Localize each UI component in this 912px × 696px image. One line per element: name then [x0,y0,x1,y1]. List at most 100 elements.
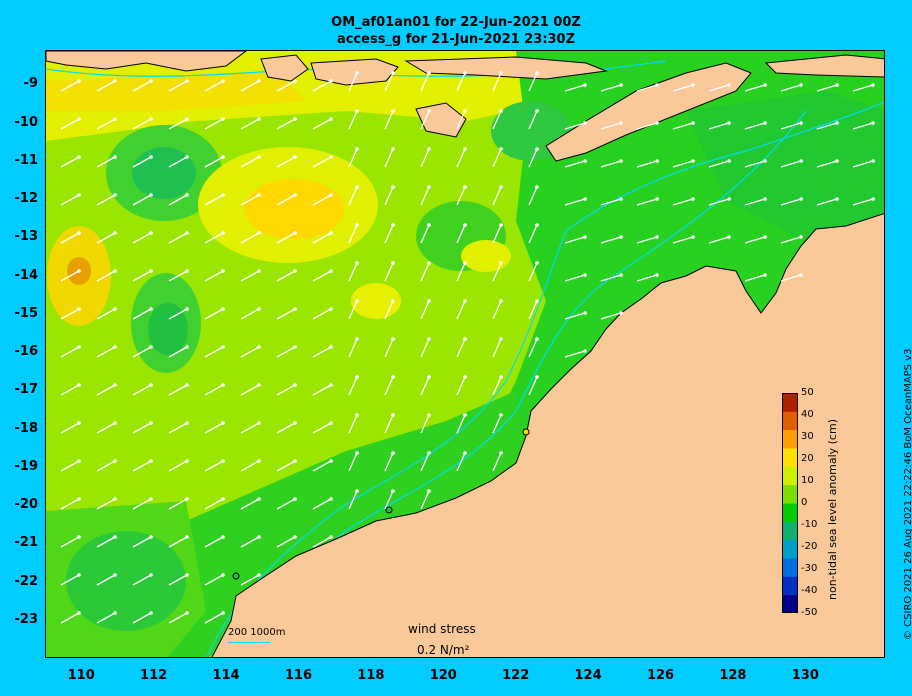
wind-stress-arrow-head [583,311,587,315]
colorbar-segment [782,594,798,613]
wind-stress-arrow-head [113,269,117,273]
land-flores [404,56,608,80]
wind-stress-arrow [600,160,622,168]
wind-stress-arrow-head [221,345,225,349]
wind-stress-arrow-head [391,71,395,75]
wind-stress-arrow [852,122,874,130]
wind-stress-arrow [276,308,296,320]
wind-stress-arrow [96,422,116,434]
map-panel[interactable] [45,50,885,658]
wind-stress-arrow-head [655,83,659,87]
wind-stress-arrow-head [185,117,189,121]
wind-stress-arrow-head [463,223,467,227]
wind-stress-arrow-head [691,159,695,163]
wind-stress-arrow [492,262,502,282]
wind-stress-arrow-head [835,159,839,163]
colorbar-tick-label: 50 [801,387,814,398]
colorbar-segment [782,521,798,541]
wind-stress-arrow-head [221,231,225,235]
wind-stress-arrow [636,236,658,244]
wind-stress-arrow [240,384,260,396]
wind-stress-arrow-head [257,535,261,539]
wind-stress-arrow [60,308,80,320]
wind-stress-arrows [60,71,875,624]
wind-stress-arrow-head [391,261,395,265]
depth-contour-legend: 200 1000m [228,627,286,638]
wind-stress-arrow-head [655,121,659,125]
wind-stress-arrow-head [221,459,225,463]
wind-stress-arrow [204,232,224,244]
wind-stress-arrow [132,118,152,130]
wind-stress-arrow-head [355,223,359,227]
wind-stress-arrow-head [355,109,359,113]
wind-stress-arrow-head [619,235,623,239]
wind-stress-arrow [204,118,224,130]
wind-stress-arrow-head [113,421,117,425]
wind-stress-arrow [456,72,466,92]
wind-stress-arrow-head [293,383,297,387]
wind-stress-arrow-head [185,535,189,539]
wind-stress-arrow [780,160,802,168]
wind-stress-arrow [132,574,152,586]
wind-stress-arrow-head [427,147,431,151]
wind-stress-arrow-head [77,117,81,121]
wind-stress-arrow-head [871,83,875,87]
wind-stress-arrow-head [185,193,189,197]
wind-stress-arrow [492,148,502,168]
wind-stress-arrow-head [77,611,81,615]
wind-stress-arrow [168,498,188,510]
wind-stress-arrow [420,376,430,396]
wind-stress-arrow-head [221,611,225,615]
wind-stress-arrow [708,160,730,168]
latitude-tick-label: -9 [23,76,38,92]
wind-stress-arrow [60,80,80,92]
latitude-tick-label: -19 [14,458,39,474]
colorbar-segment [782,393,798,412]
wind-stress-arrow [708,122,730,130]
wind-stress-arrow [276,536,296,548]
wind-stress-arrow [780,84,802,92]
latitude-tick-label: -20 [14,497,39,513]
wind-stress-arrow [204,346,224,358]
wind-stress-arrow [852,84,874,92]
wind-stress-arrow-head [535,337,539,341]
wind-stress-arrow [600,236,622,244]
wind-stress-arrow [384,414,394,434]
colorbar-tick-label: 0 [801,497,808,508]
wind-stress-arrow-head [329,535,333,539]
wind-stress-arrow-head [185,269,189,273]
wind-stress-arrow [168,80,188,92]
colorbar-segment [782,448,798,467]
wind-stress-arrow-head [427,337,431,341]
wind-stress-arrow-head [113,611,117,615]
wind-stress-arrow [276,460,296,472]
wind-stress-arrow [60,498,80,510]
wind-stress-arrow-head [185,497,189,501]
wind-stress-arrow-head [463,109,467,113]
wind-stress-arrow [204,156,224,168]
wind-stress-arrow [636,122,658,130]
wind-stress-arrow [96,118,116,130]
wind-stress-arrow-head [655,273,659,277]
wind-stress-arrow [168,308,188,320]
wind-stress-arrow-head [77,307,81,311]
wind-stress-arrow [60,118,80,130]
wind-stress-arrow-head [355,375,359,379]
wind-stress-arrow [492,72,502,92]
wind-stress-arrow [852,198,874,206]
wind-stress-arrow [420,110,430,130]
wind-stress-arrow [132,308,152,320]
wind-stress-arrow [132,536,152,548]
wind-stress-arrow [312,80,332,92]
wind-stress-arrow [96,536,116,548]
longitude-tick-label: 118 [357,668,385,683]
wind-stress-arrow-head [221,421,225,425]
wind-stress-arrow [60,194,80,206]
wind-stress-arrow-head [77,459,81,463]
wind-stress-arrow-head [293,497,297,501]
eddy-low-1-core [132,147,196,199]
wind-stress-arrow-head [221,155,225,159]
wind-stress-arrow-head [727,83,731,87]
wind-stress-arrow [456,300,466,320]
wind-stress-arrow [312,536,332,548]
